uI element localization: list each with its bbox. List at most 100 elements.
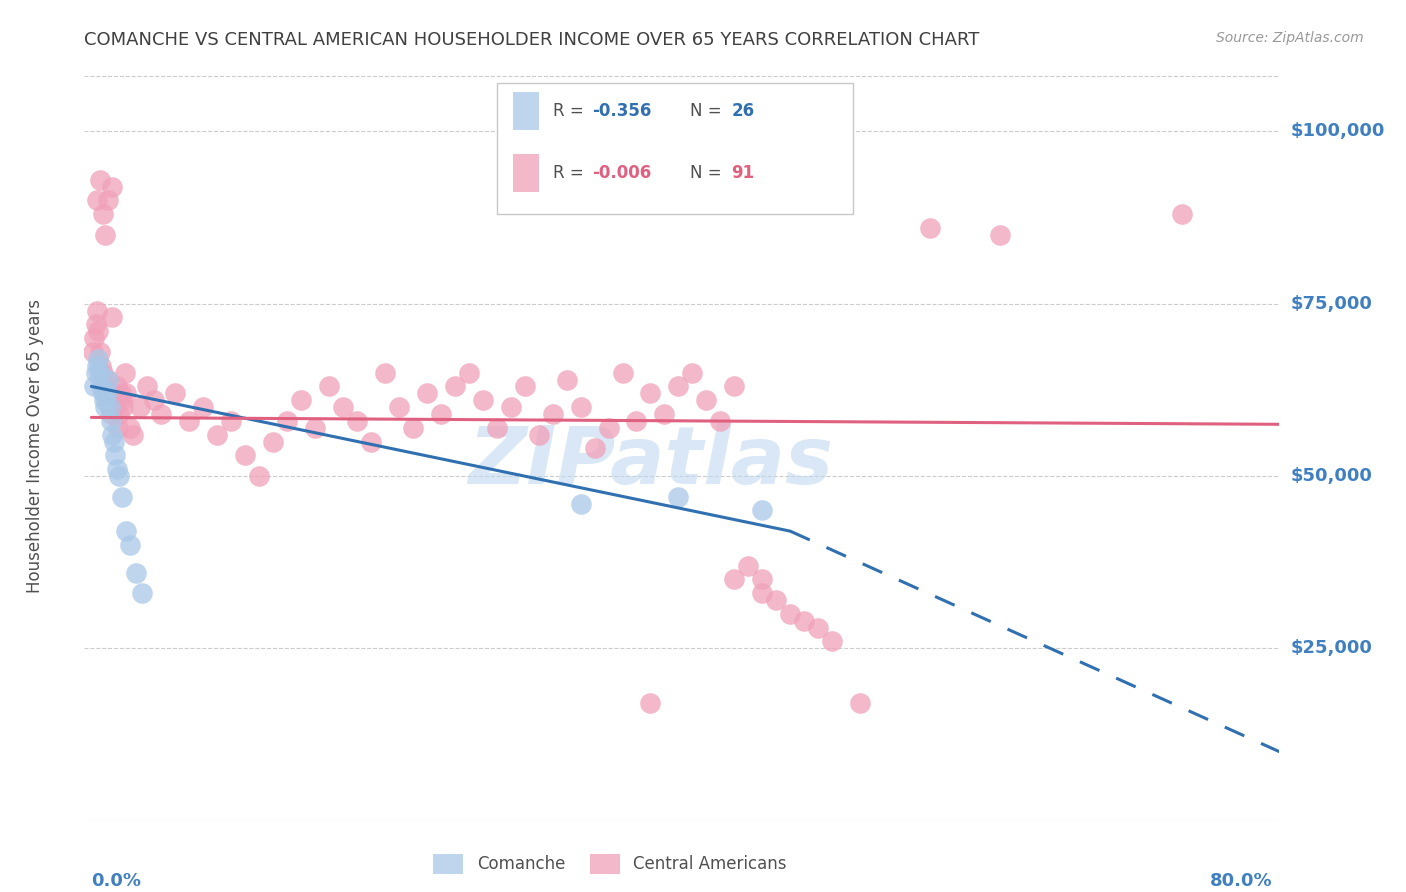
Point — [90, 359, 112, 373]
Point — [569, 400, 592, 414]
Point — [94, 400, 117, 414]
Point — [82, 345, 104, 359]
Point — [304, 421, 326, 435]
Point — [114, 366, 136, 380]
Point — [120, 538, 142, 552]
Point — [527, 427, 550, 442]
Point — [84, 318, 107, 332]
Point — [1170, 207, 1192, 221]
Point — [101, 427, 124, 442]
Point — [150, 407, 173, 421]
Point — [101, 310, 124, 325]
Point — [598, 421, 620, 435]
Point — [96, 393, 118, 408]
Point — [83, 331, 105, 345]
Point — [430, 407, 453, 421]
Point — [136, 379, 159, 393]
Point — [101, 179, 124, 194]
Point — [626, 414, 648, 428]
Point — [471, 393, 494, 408]
Text: Source: ZipAtlas.com: Source: ZipAtlas.com — [1216, 31, 1364, 45]
Point — [219, 414, 242, 428]
Point — [360, 434, 382, 449]
Point — [276, 414, 298, 428]
Point — [290, 393, 312, 408]
Point — [105, 462, 128, 476]
Point — [737, 558, 759, 573]
Text: Householder Income Over 65 years: Householder Income Over 65 years — [27, 299, 44, 593]
Text: -0.356: -0.356 — [592, 102, 651, 120]
Point — [640, 697, 662, 711]
Point — [807, 621, 830, 635]
Text: R =: R = — [553, 102, 589, 120]
Point — [89, 345, 111, 359]
Point — [193, 400, 215, 414]
Point — [97, 372, 120, 386]
Text: 26: 26 — [731, 102, 755, 120]
Point — [765, 593, 787, 607]
Text: -0.006: -0.006 — [592, 164, 651, 182]
Point — [93, 393, 115, 408]
Text: N =: N = — [689, 164, 727, 182]
Point — [247, 469, 270, 483]
Point — [541, 407, 564, 421]
Point — [83, 379, 105, 393]
Text: $75,000: $75,000 — [1291, 294, 1372, 313]
Point — [97, 372, 120, 386]
Text: 0.0%: 0.0% — [91, 872, 142, 890]
Point — [87, 324, 110, 338]
Point — [165, 386, 187, 401]
Point — [91, 386, 114, 401]
Point — [98, 400, 121, 414]
Point — [91, 366, 114, 380]
Point — [110, 386, 132, 401]
Legend: Comanche, Central Americans: Comanche, Central Americans — [427, 847, 793, 880]
Point — [125, 566, 148, 580]
Point — [918, 220, 941, 235]
Point — [416, 386, 439, 401]
Point — [103, 386, 125, 401]
Point — [100, 407, 122, 421]
Text: 80.0%: 80.0% — [1209, 872, 1272, 890]
Point — [654, 407, 676, 421]
Point — [695, 393, 717, 408]
Point — [89, 366, 111, 380]
Point — [86, 194, 108, 208]
Point — [93, 379, 115, 393]
Point — [485, 421, 508, 435]
Point — [111, 393, 134, 408]
Text: $50,000: $50,000 — [1291, 467, 1372, 485]
Point — [96, 386, 118, 401]
Point — [84, 366, 107, 380]
Bar — [513, 153, 538, 192]
Point — [94, 227, 117, 242]
Point — [513, 379, 536, 393]
Point — [91, 207, 114, 221]
Point — [402, 421, 425, 435]
Point — [115, 524, 138, 538]
Point — [100, 414, 122, 428]
Point — [90, 379, 112, 393]
Point — [108, 407, 131, 421]
Point — [86, 359, 108, 373]
Point — [86, 303, 108, 318]
Point — [821, 634, 844, 648]
Point — [723, 573, 745, 587]
Text: $100,000: $100,000 — [1291, 122, 1385, 140]
Point — [346, 414, 368, 428]
Point — [751, 573, 773, 587]
Point — [262, 434, 284, 449]
Text: N =: N = — [689, 102, 727, 120]
Point — [108, 469, 131, 483]
Point — [104, 448, 127, 462]
Point — [179, 414, 201, 428]
Point — [443, 379, 465, 393]
Point — [668, 490, 690, 504]
FancyBboxPatch shape — [496, 83, 853, 214]
Point — [205, 427, 228, 442]
Text: 91: 91 — [731, 164, 755, 182]
Point — [112, 400, 135, 414]
Point — [681, 366, 703, 380]
Point — [131, 586, 153, 600]
Point — [103, 434, 125, 449]
